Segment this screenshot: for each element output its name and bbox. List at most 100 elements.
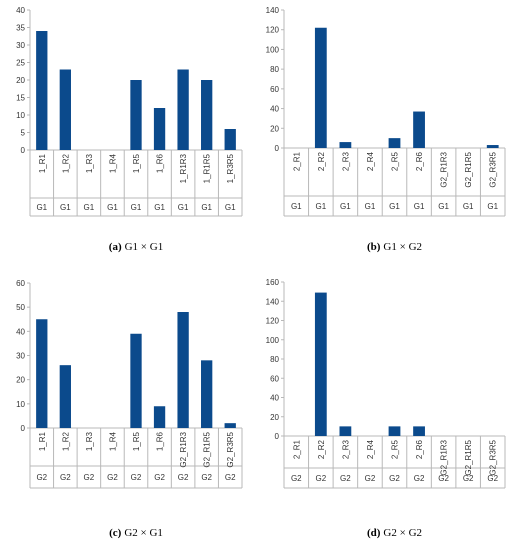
x-group-label: G2 [463, 474, 474, 483]
x-category-label: G2_R1R3 [440, 151, 449, 187]
x-category-label: G2_R1R5 [464, 439, 473, 475]
x-category-label: 1_R1 [38, 153, 47, 173]
caption-text: G2 × G2 [383, 527, 422, 539]
bar [314, 27, 327, 148]
chart-panel-c: 0 10 20 30 40 50 60 1_R1 G2 1_R2 G2 1_R3 G2 1_R4 G2 1_R… [16, 279, 243, 539]
x-category-label: 1_R2 [61, 431, 70, 451]
x-group-label: G1 [487, 202, 498, 211]
x-category-label: 1_R2 [61, 153, 70, 173]
x-group-label: G2 [131, 473, 142, 482]
x-group-label: G1 [225, 203, 236, 212]
x-category-label: 2_R1 [292, 439, 301, 459]
x-group-label: G2 [154, 473, 165, 482]
y-tick-label: 50 [16, 303, 25, 312]
x-category-label: 1_R4 [108, 153, 117, 173]
bar [388, 426, 401, 436]
y-tick-label: 0 [21, 424, 26, 433]
x-group-label: G2 [340, 474, 351, 483]
x-category-label: 2_R1 [292, 151, 301, 171]
y-tick-label: 160 [266, 278, 280, 287]
y-tick-label: 0 [275, 432, 280, 441]
caption-text: G2 × G1 [124, 527, 163, 539]
y-tick-label: 20 [16, 76, 25, 85]
x-group-label: G2 [414, 474, 425, 483]
y-tick-label: 40 [16, 6, 25, 15]
x-category-label: 1_R1R3 [179, 153, 188, 183]
x-group-label: G1 [438, 202, 449, 211]
bar [339, 142, 352, 148]
bar [59, 365, 71, 428]
y-tick-label: 10 [16, 111, 25, 120]
x-group-label: G1 [340, 202, 351, 211]
x-category-label: G2_R3R5 [489, 439, 498, 475]
x-group-label: G1 [201, 203, 212, 212]
x-category-label: G2_R1R3 [440, 439, 449, 475]
x-group-label: G2 [178, 473, 189, 482]
y-tick-label: 5 [21, 129, 26, 138]
x-group-label: G1 [414, 202, 425, 211]
x-category-label: G2_R1R3 [179, 431, 188, 467]
y-tick-label: 20 [270, 124, 279, 133]
x-group-label: G2 [201, 473, 212, 482]
x-category-label: 1_R3R5 [226, 153, 235, 183]
x-category-label: 1_R3 [85, 153, 94, 173]
x-group-label: G1 [36, 203, 47, 212]
bar [153, 108, 166, 150]
x-category-label: G2_R1R5 [464, 151, 473, 187]
bar [36, 31, 48, 150]
caption-text: G1 × G1 [125, 241, 164, 253]
x-group-label: G1 [178, 203, 189, 212]
x-group-label: G1 [107, 203, 118, 212]
x-category-label: 2_R3 [341, 151, 350, 171]
x-group-label: G2 [60, 473, 71, 482]
x-category-label: 2_R5 [391, 439, 400, 459]
x-category-label: 2_R6 [415, 151, 424, 171]
x-category-label: 1_R4 [108, 431, 117, 451]
bar [201, 80, 213, 150]
x-group-label: G2 [365, 474, 376, 483]
bar [36, 319, 48, 428]
x-category-label: 1_R6 [156, 153, 165, 173]
bar [314, 292, 327, 436]
y-tick-label: 120 [266, 317, 280, 326]
x-group-label: G2 [107, 473, 118, 482]
x-group-label: G1 [60, 203, 71, 212]
y-tick-label: 140 [266, 6, 280, 15]
bar [339, 426, 352, 436]
x-group-label: G1 [131, 203, 142, 212]
x-category-label: 2_R2 [317, 151, 326, 171]
x-group-label: G1 [291, 202, 302, 211]
bar [153, 406, 166, 428]
x-category-label: 2_R4 [366, 151, 375, 171]
bar [59, 69, 71, 150]
x-category-label: 2_R2 [317, 439, 326, 459]
y-tick-label: 60 [270, 85, 279, 94]
y-tick-label: 35 [16, 24, 25, 33]
chart-panel-b: 0 20 40 60 80 100 120 140 2_R1 G1 2_R2 G1 2_R3 G1 2_R4… [266, 6, 506, 253]
y-tick-label: 120 [266, 26, 280, 35]
y-tick-label: 80 [270, 65, 279, 74]
bar [224, 129, 236, 150]
y-tick-label: 40 [270, 394, 279, 403]
x-category-label: G2_R3R5 [489, 151, 498, 187]
caption-letter: (b) [367, 241, 381, 253]
x-category-label: 1_R1R5 [203, 153, 212, 183]
bar [486, 145, 499, 148]
x-group-label: G2 [487, 474, 498, 483]
y-tick-label: 15 [16, 94, 25, 103]
x-group-label: G1 [315, 202, 326, 211]
y-tick-label: 0 [275, 144, 280, 153]
bar [177, 69, 189, 150]
caption-letter: (d) [367, 527, 381, 539]
caption-letter: (a) [109, 241, 122, 253]
x-group-label: G2 [438, 474, 449, 483]
x-group-label: G2 [36, 473, 47, 482]
bar [224, 423, 236, 428]
y-tick-label: 10 [16, 400, 25, 409]
bar [130, 333, 142, 428]
x-group-label: G1 [463, 202, 474, 211]
x-category-label: 2_R5 [391, 151, 400, 171]
x-category-label: 1_R5 [132, 153, 141, 173]
y-tick-label: 30 [16, 41, 25, 50]
x-group-label: G2 [315, 474, 326, 483]
